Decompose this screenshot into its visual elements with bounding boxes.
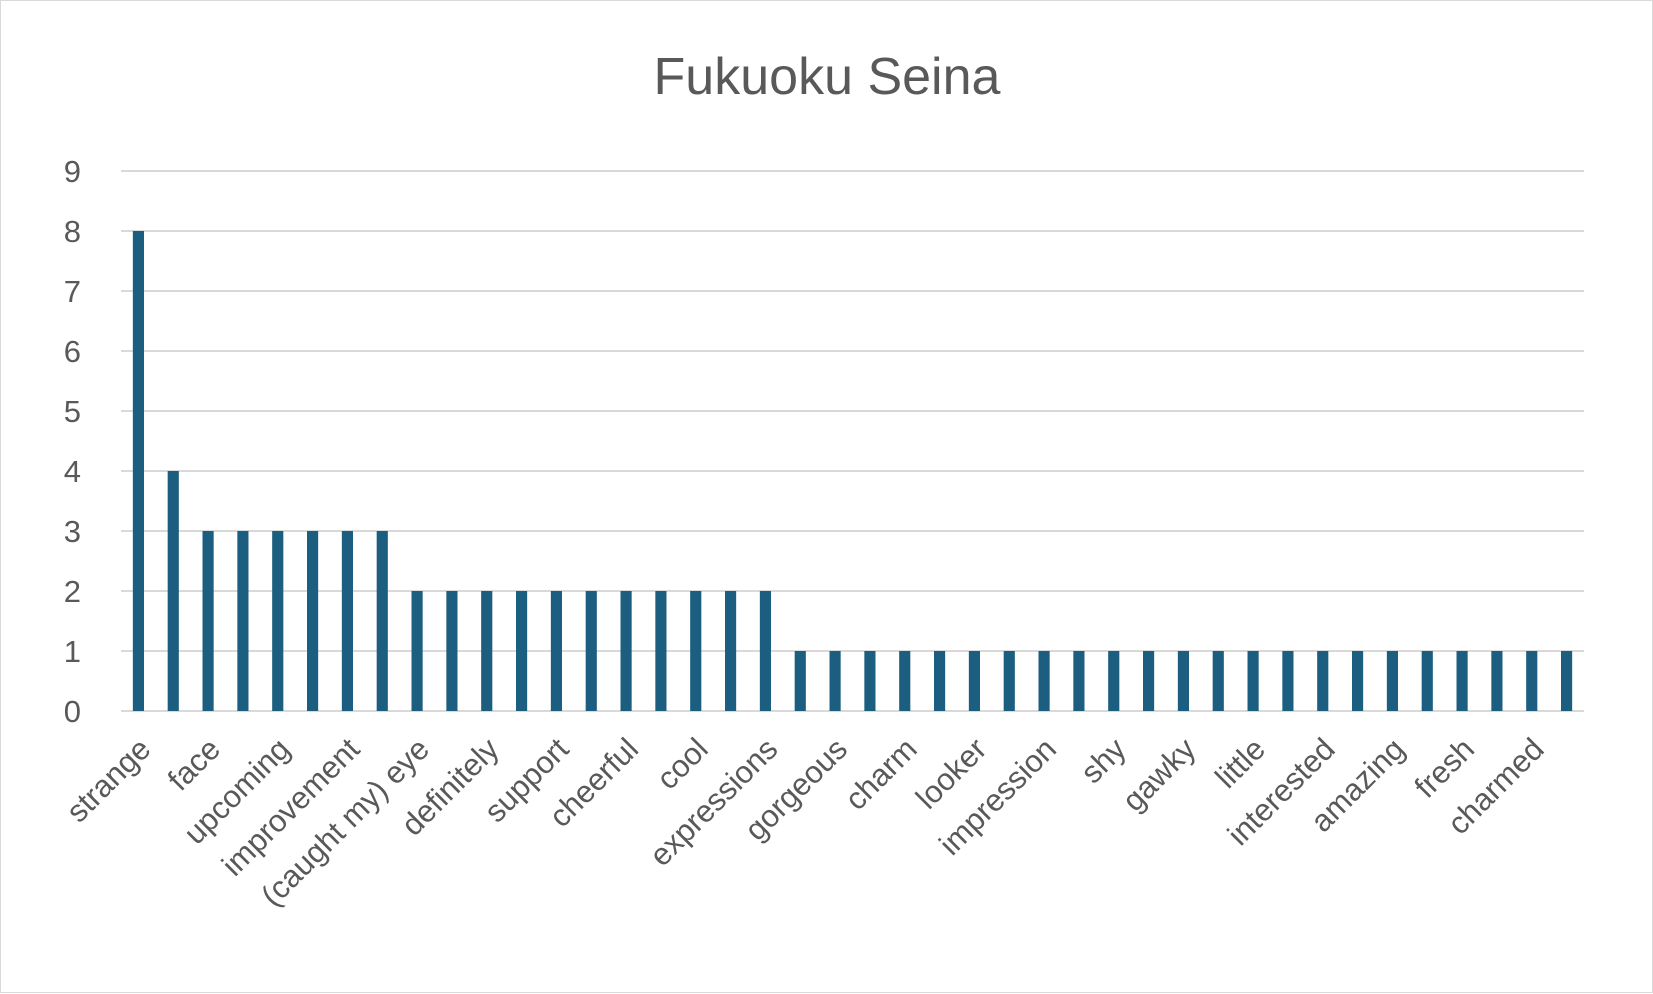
- bar: [1282, 651, 1294, 711]
- bar: [1421, 651, 1433, 711]
- bar: [1386, 651, 1398, 711]
- bar: [1561, 651, 1573, 711]
- y-tick-label: 7: [64, 274, 81, 309]
- bar: [202, 531, 214, 711]
- bar: [1108, 651, 1120, 711]
- bar: [620, 591, 632, 711]
- bar: [899, 651, 911, 711]
- y-tick-label: 0: [64, 694, 81, 729]
- bar: [1456, 651, 1468, 711]
- bar: [481, 591, 493, 711]
- bar: [411, 591, 423, 711]
- bar: [237, 531, 249, 711]
- y-axis-ticks: 0 1 2 3 4 5 6 7 8 9: [64, 154, 81, 729]
- bar: [829, 651, 841, 711]
- x-tick-label: shy: [1074, 731, 1133, 790]
- y-tick-label: 9: [64, 154, 81, 189]
- bar: [1212, 651, 1224, 711]
- bar: [934, 651, 946, 711]
- y-tick-label: 5: [64, 394, 81, 429]
- bar: [655, 591, 667, 711]
- x-tick-label: gawky: [1115, 731, 1202, 818]
- bar: [446, 591, 458, 711]
- bar: [725, 591, 737, 711]
- bar: [516, 591, 528, 711]
- bar: [585, 591, 597, 711]
- bar: [864, 651, 876, 711]
- bar: [1352, 651, 1364, 711]
- bar: [1526, 651, 1538, 711]
- y-tick-label: 3: [64, 514, 81, 549]
- y-tick-label: 6: [64, 334, 81, 369]
- bar: [167, 471, 179, 711]
- bars: [132, 231, 1573, 711]
- bar: [132, 231, 144, 711]
- chart-title: Fukuoku Seina: [654, 48, 1001, 106]
- y-tick-label: 8: [64, 214, 81, 249]
- bar: [690, 591, 702, 711]
- y-tick-label: 1: [64, 634, 81, 669]
- x-tick-label: strange: [59, 731, 157, 829]
- bar: [341, 531, 353, 711]
- bar: [272, 531, 284, 711]
- bar: [1073, 651, 1085, 711]
- bar: [1177, 651, 1189, 711]
- gridlines: [121, 170, 1584, 712]
- bar: [1317, 651, 1329, 711]
- bar: [794, 651, 806, 711]
- bar: [550, 591, 562, 711]
- bar: [307, 531, 319, 711]
- bar: [1491, 651, 1503, 711]
- x-tick-label: charm: [838, 731, 924, 817]
- y-tick-label: 2: [64, 574, 81, 609]
- bar: [1143, 651, 1155, 711]
- bar: [1038, 651, 1050, 711]
- bar: [376, 531, 388, 711]
- bar: [1003, 651, 1015, 711]
- bar: [759, 591, 771, 711]
- y-tick-label: 4: [64, 454, 81, 489]
- bar: [1247, 651, 1259, 711]
- bar: [968, 651, 980, 711]
